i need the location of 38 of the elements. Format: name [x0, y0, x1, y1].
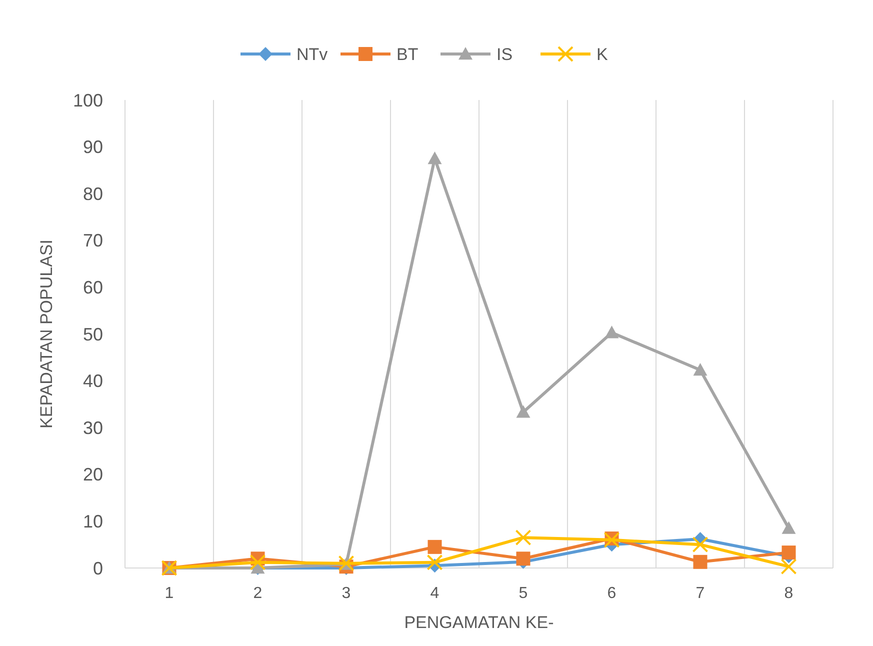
x-tick-label: 7 [696, 585, 705, 602]
point [515, 530, 532, 546]
y-tick-label: 100 [72, 90, 103, 110]
y-tick-label: 0 [92, 558, 103, 578]
point [426, 554, 443, 570]
point [692, 536, 708, 553]
x-tick-label: 4 [430, 585, 440, 602]
point [782, 546, 796, 560]
point [516, 405, 530, 418]
y-tick-label: 90 [82, 137, 103, 158]
x-tick-label: 8 [784, 585, 794, 602]
y-tick-label: 70 [82, 230, 103, 251]
y-tick-label: 30 [82, 418, 103, 438]
x-tick-label: 2 [253, 585, 262, 602]
point [250, 554, 266, 570]
x-tick-label: 1 [164, 585, 174, 602]
point [693, 554, 708, 569]
y-tick-label: 60 [82, 278, 103, 298]
y-tick-label: 40 [82, 371, 103, 392]
y-tick-label: 10 [82, 512, 103, 532]
x-tick-label: 6 [607, 585, 616, 602]
point [428, 152, 442, 164]
x-axis-title: PENGAMATAN KE- [404, 613, 554, 632]
point [428, 540, 442, 554]
legend-label: NTv [296, 44, 328, 64]
y-axis-title: KEPADATAN POPULASI [37, 240, 56, 428]
legend-label: IS [496, 44, 513, 64]
y-tick-label: 50 [82, 324, 103, 344]
y-tick-label: 20 [82, 464, 103, 485]
y-tick-label: 80 [82, 184, 103, 204]
legend-label: BT [396, 44, 418, 64]
legend-label: K [596, 44, 608, 64]
x-tick-label: 3 [342, 585, 351, 602]
point [780, 558, 797, 575]
point [782, 521, 796, 534]
x-tick-label: 5 [518, 585, 528, 602]
point [693, 363, 708, 376]
point [604, 326, 619, 338]
